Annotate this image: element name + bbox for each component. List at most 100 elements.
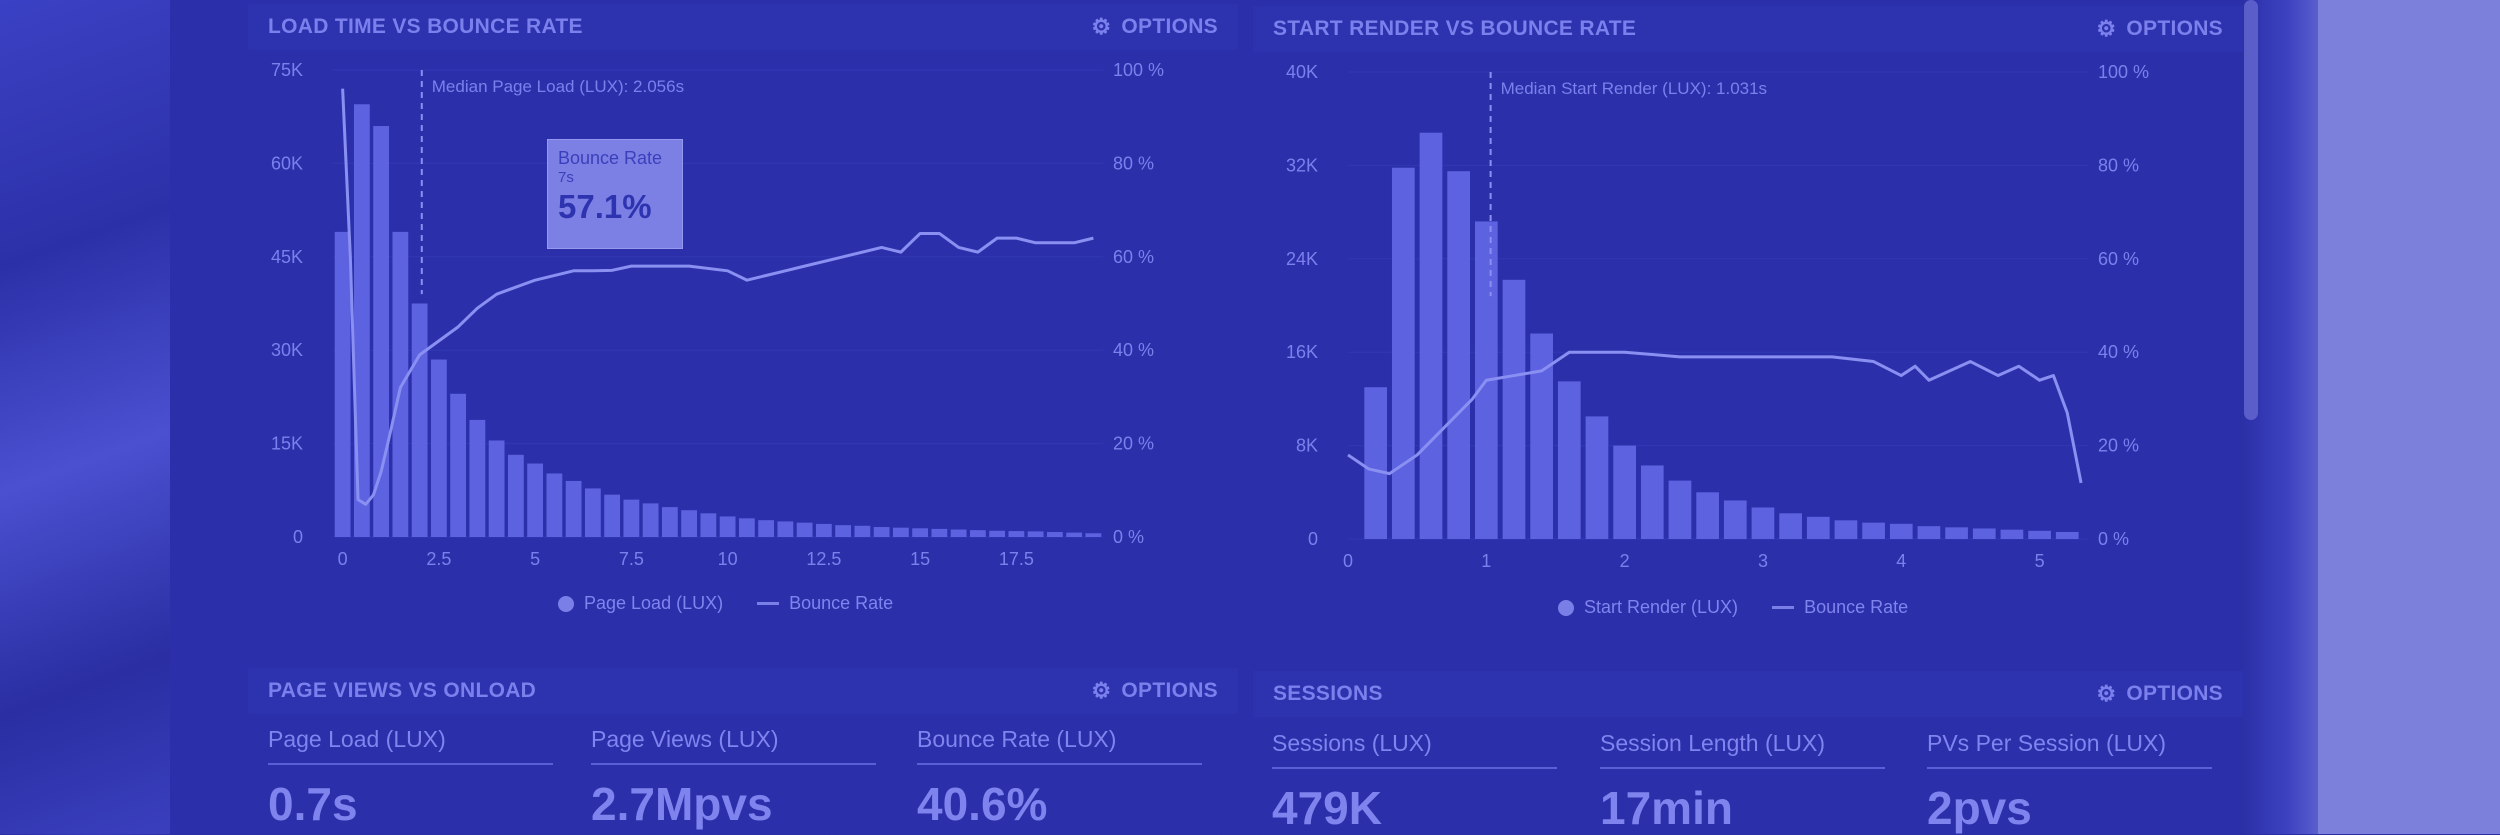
- stat-label: Page Views (LUX): [591, 726, 876, 765]
- x-tick-label: 0: [338, 549, 348, 569]
- stat-value: 40.6%: [917, 778, 1048, 830]
- x-tick-label: 2: [1620, 551, 1630, 571]
- x-tick-label: 0: [1343, 551, 1353, 571]
- options-button[interactable]: ⚙ OPTIONS: [1091, 678, 1218, 704]
- bar: [1008, 531, 1025, 537]
- bar: [681, 510, 698, 537]
- stat-sessions: Sessions (LUX) 479K: [1272, 730, 1557, 835]
- x-tick-label: 15: [910, 549, 930, 569]
- bar: [411, 303, 428, 537]
- y-left-tick-label: 75K: [271, 60, 303, 80]
- bounce-rate-tooltip: Bounce Rate 7s 57.1%: [547, 139, 683, 249]
- x-tick-label: 5: [530, 549, 540, 569]
- x-tick-label: 12.5: [806, 549, 841, 569]
- legend-label: Page Load (LUX): [584, 593, 724, 613]
- bar: [758, 520, 775, 537]
- legend-item-bounce-rate[interactable]: Bounce Rate: [757, 593, 893, 614]
- start-render-panel-header: START RENDER VS BOUNCE RATE ⚙ OPTIONS: [1253, 6, 2243, 52]
- bar: [1502, 279, 1526, 539]
- line-icon: [757, 602, 780, 605]
- y-left-tick-label: 45K: [271, 247, 303, 267]
- bar: [892, 527, 909, 537]
- bounce-rate-line: [341, 88, 1094, 506]
- bar: [950, 529, 967, 537]
- bar: [1945, 527, 1968, 539]
- bar: [469, 419, 486, 537]
- stat-pvs-per-session: PVs Per Session (LUX) 2pvs: [1927, 730, 2212, 835]
- stat-page-load: Page Load (LUX) 0.7s: [268, 726, 553, 831]
- y-left-tick-label: 0: [293, 527, 303, 547]
- x-tick-label: 5: [2035, 551, 2045, 571]
- bar: [1917, 526, 1941, 539]
- legend-item-start-render[interactable]: Start Render (LUX): [1558, 597, 1738, 618]
- bar: [1834, 520, 1858, 539]
- y-left-tick-label: 40K: [1286, 62, 1318, 82]
- median-label: Median Start Render (LUX): 1.031s: [1501, 79, 1767, 98]
- bar: [1419, 132, 1443, 539]
- y-right-tick-label: 0 %: [1113, 527, 1144, 547]
- stat-label: Bounce Rate (LUX): [917, 726, 1202, 765]
- stat-page-views: Page Views (LUX) 2.7Mpvs: [591, 726, 876, 831]
- bar: [815, 523, 832, 537]
- bar: [989, 530, 1006, 537]
- bar: [1723, 500, 1747, 539]
- bar: [2055, 531, 2079, 539]
- x-tick-label: 2.5: [426, 549, 451, 569]
- stat-bounce-rate: Bounce Rate (LUX) 40.6%: [917, 726, 1202, 831]
- y-right-tick-label: 20 %: [1113, 434, 1154, 454]
- bar: [604, 494, 621, 537]
- x-tick-label: 3: [1758, 551, 1768, 571]
- bar: [796, 522, 813, 537]
- bar: [1640, 465, 1664, 539]
- bar: [854, 525, 871, 537]
- bar: [1972, 528, 1996, 539]
- y-right-tick-label: 80 %: [2098, 155, 2139, 175]
- bar: [1696, 492, 1719, 539]
- y-right-tick-label: 40 %: [1113, 340, 1154, 360]
- options-label: OPTIONS: [2126, 682, 2223, 705]
- stat-label: PVs Per Session (LUX): [1927, 730, 2212, 769]
- y-right-tick-label: 40 %: [2098, 342, 2139, 362]
- bar: [1085, 533, 1102, 537]
- line-icon: [1772, 606, 1795, 609]
- stat-value: 479K: [1272, 782, 1382, 834]
- gear-icon: ⚙: [1091, 14, 1112, 39]
- bar: [1557, 381, 1581, 539]
- stat-label: Sessions (LUX): [1272, 730, 1557, 769]
- panel-title: SESSIONS: [1273, 682, 1383, 705]
- y-right-tick-label: 0 %: [2098, 529, 2129, 549]
- bar: [1806, 516, 1830, 539]
- bar: [1889, 523, 1913, 539]
- bar: [1046, 532, 1063, 537]
- start-render-legend: Start Render (LUX) Bounce Rate: [1558, 597, 1908, 618]
- options-button[interactable]: ⚙ OPTIONS: [2096, 681, 2223, 707]
- y-left-tick-label: 32K: [1286, 155, 1318, 175]
- bar: [738, 518, 755, 537]
- stat-value: 0.7s: [268, 778, 358, 830]
- tooltip-value: 57.1%: [558, 188, 652, 225]
- bar: [969, 530, 986, 537]
- options-button[interactable]: ⚙ OPTIONS: [1091, 14, 1218, 40]
- gear-icon: ⚙: [1091, 678, 1112, 703]
- bar: [642, 503, 659, 537]
- bar: [912, 528, 929, 537]
- y-left-tick-label: 24K: [1286, 249, 1318, 269]
- gear-icon: ⚙: [2096, 681, 2117, 706]
- bar: [2000, 529, 2024, 539]
- scrollbar[interactable]: [2244, 0, 2258, 420]
- legend-item-page-load[interactable]: Page Load (LUX): [558, 593, 723, 614]
- bar: [1751, 507, 1775, 539]
- stat-value: 17min: [1600, 782, 1733, 834]
- options-button[interactable]: ⚙ OPTIONS: [2096, 16, 2223, 42]
- panel-title: START RENDER VS BOUNCE RATE: [1273, 17, 1637, 40]
- bar: [1668, 480, 1692, 539]
- x-tick-label: 1: [1481, 551, 1491, 571]
- options-label: OPTIONS: [1121, 679, 1218, 702]
- legend-item-bounce-rate[interactable]: Bounce Rate: [1772, 597, 1908, 618]
- bar: [507, 454, 524, 537]
- x-tick-label: 7.5: [619, 549, 644, 569]
- x-tick-label: 17.5: [999, 549, 1034, 569]
- options-label: OPTIONS: [1121, 15, 1218, 38]
- stat-value: 2.7Mpvs: [591, 778, 773, 830]
- y-right-tick-label: 100 %: [1113, 60, 1164, 80]
